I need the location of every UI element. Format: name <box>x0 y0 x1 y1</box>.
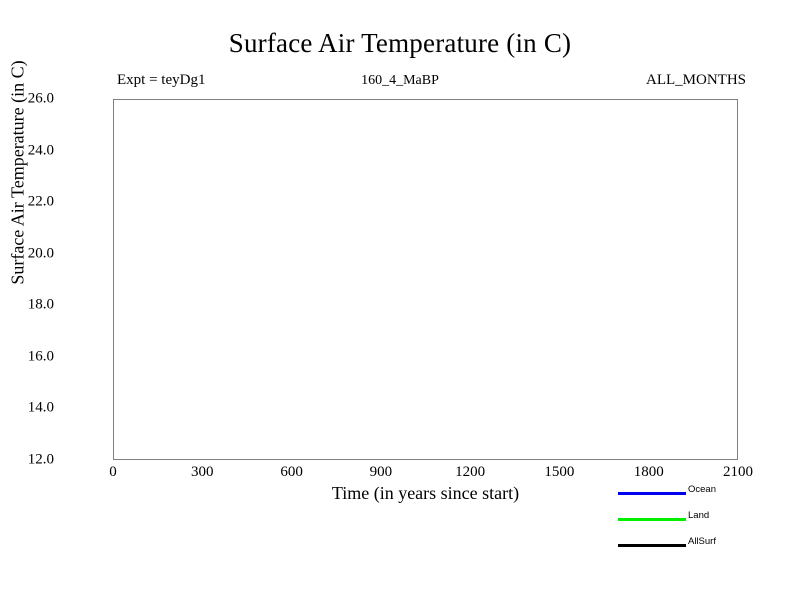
y-axis-label: Surface Air Temperature (in C) <box>7 60 28 285</box>
subtitle-months: ALL_MONTHS <box>646 72 746 88</box>
legend-label-land: Land <box>688 510 710 521</box>
y-tick-label: 18.0 <box>27 296 54 313</box>
legend-label-allsurf: AllSurf <box>688 536 716 547</box>
x-tick-label: 1500 <box>544 464 575 480</box>
x-tick-label: 600 <box>280 464 303 480</box>
x-tick-label: 1800 <box>633 464 664 480</box>
x-axis-label: Time (in years since start) <box>331 483 520 503</box>
x-tick-label: 2100 <box>723 464 753 480</box>
y-tick-label: 14.0 <box>27 399 54 416</box>
page-title: Surface Air Temperature (in C) <box>228 28 572 58</box>
subtitle-experiment: Expt = teyDg1 <box>117 72 206 88</box>
legend: Ocean Land AllSurf <box>618 481 788 559</box>
legend-item-allsurf: AllSurf <box>618 533 788 559</box>
x-tick-label: 300 <box>191 464 214 480</box>
y-tick-label: 24.0 <box>27 142 54 159</box>
plot-frame <box>113 99 738 460</box>
legend-item-land: Land <box>618 507 788 533</box>
legend-swatch-allsurf <box>618 544 686 547</box>
y-tick-label: 22.0 <box>27 193 54 210</box>
y-tick-label: 26.0 <box>27 90 54 107</box>
x-tick-label: 0 <box>109 464 117 480</box>
x-tick-label: 900 <box>369 464 393 480</box>
legend-swatch-land <box>618 518 686 521</box>
plot-area <box>113 99 738 460</box>
legend-label-ocean: Ocean <box>688 484 716 495</box>
y-tick-label: 16.0 <box>27 348 54 365</box>
x-tick-label: 1200 <box>455 464 486 480</box>
subtitle-period: 160_4_MaBP <box>361 73 439 88</box>
legend-swatch-ocean <box>618 492 686 495</box>
y-tick-label: 20.0 <box>27 245 54 262</box>
legend-item-ocean: Ocean <box>618 481 788 507</box>
y-tick-label: 12.0 <box>27 451 54 468</box>
